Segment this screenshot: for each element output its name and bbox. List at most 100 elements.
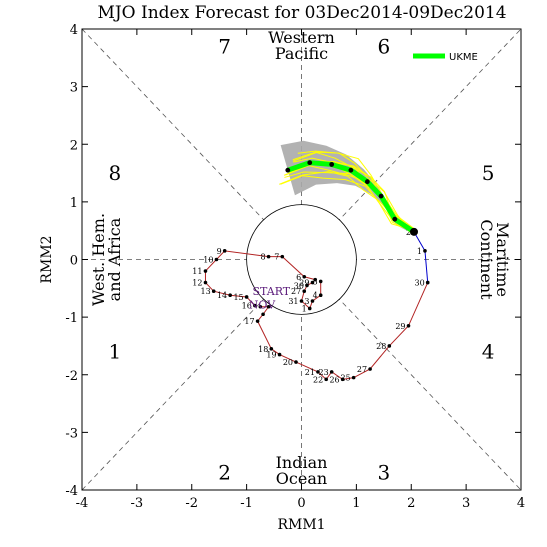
data-point [329, 370, 334, 374]
data-point [261, 312, 265, 317]
data-point [280, 254, 285, 259]
y-axis-label: RMM2 [39, 235, 55, 283]
legend-label-ukme: UKME [449, 52, 478, 63]
region-label-top: Western [268, 28, 335, 47]
day-label: 1 [302, 304, 307, 313]
day-label: 19 [266, 351, 276, 360]
day-label: 22 [313, 375, 323, 384]
data-point [266, 304, 271, 309]
day-label: 27 [291, 287, 301, 296]
day-label: 9 [217, 247, 222, 256]
data-point [378, 193, 384, 199]
ukme-forecast-line [286, 160, 416, 234]
ensemble-member-line [292, 151, 414, 234]
y-tick-label: 2 [70, 138, 78, 153]
data-point [316, 370, 320, 374]
data-point [203, 280, 208, 285]
y-tick-label: -3 [65, 426, 78, 441]
data-point [307, 306, 312, 311]
day-label: 21 [305, 368, 315, 377]
data-point [348, 167, 354, 173]
y-tick-label: -1 [65, 311, 78, 326]
phase-label: 3 [377, 461, 390, 485]
day-label: 20 [283, 358, 293, 367]
x-tick-label: -3 [131, 496, 144, 511]
day-label: 18 [258, 345, 268, 354]
day-label: 23 [318, 368, 328, 377]
phase-label: 7 [218, 34, 231, 58]
day-label: 2 [406, 228, 411, 237]
y-tick-label: 1 [70, 196, 78, 211]
day-label: 12 [192, 279, 202, 288]
data-point [255, 319, 260, 323]
ensemble-member-line [297, 150, 417, 231]
data-point [299, 299, 304, 303]
region-label-left: and Africa [105, 217, 124, 301]
phase-label: 4 [482, 340, 495, 364]
day-label: 25 [340, 374, 350, 383]
y-tick-label: 0 [70, 254, 78, 269]
data-point [307, 160, 313, 166]
day-label: 31 [288, 297, 298, 306]
day-label: 30 [294, 281, 304, 290]
data-point [266, 254, 271, 259]
x-tick-label: -4 [76, 496, 89, 511]
data-point [406, 323, 411, 328]
day-label: 27 [357, 365, 367, 374]
data-point [253, 303, 257, 308]
day-label: 6 [296, 273, 301, 282]
data-point [310, 280, 315, 285]
data-point [392, 216, 398, 222]
x-tick-label: 4 [517, 496, 525, 511]
ensemble-member-line [285, 165, 414, 233]
data-point [228, 293, 232, 298]
x-tick-label: -2 [185, 496, 198, 511]
data-point [313, 277, 318, 282]
y-tick-label: 4 [70, 23, 78, 38]
data-point [423, 249, 427, 253]
data-point [302, 274, 307, 279]
day-label: 3 [304, 297, 309, 306]
observed-line [204, 250, 316, 306]
day-label: 7 [274, 253, 279, 262]
start-label: NOV [249, 298, 276, 311]
y-tick-label: 3 [70, 81, 78, 96]
day-label: 10 [203, 256, 213, 265]
data-point [368, 367, 372, 371]
day-label: 29 [299, 279, 309, 288]
day-label: 28 [376, 342, 386, 351]
data-point [340, 377, 345, 382]
data-point [222, 249, 227, 253]
day-label: 16 [242, 302, 252, 311]
day-label: 8 [260, 253, 265, 262]
chart-title: MJO Index Forecast for 03Dec2014-09Dec20… [97, 3, 506, 23]
x-axis-label: RMM1 [277, 517, 325, 533]
data-point [318, 279, 323, 284]
data-point [318, 293, 323, 298]
day-label: 1 [417, 247, 422, 256]
data-point [203, 269, 208, 273]
data-point [269, 347, 274, 351]
data-point [329, 162, 335, 167]
phase-label: 6 [377, 34, 390, 58]
data-point [258, 304, 263, 309]
region-label-left: West. Hem. [89, 213, 108, 306]
day-label: 13 [201, 287, 211, 296]
phase-label: 2 [218, 461, 231, 485]
phase-label: 1 [109, 340, 122, 364]
data-point [211, 289, 216, 293]
ensemble-member-line [280, 175, 416, 232]
data-point [387, 344, 392, 348]
current-position-marker [409, 227, 418, 236]
data-point [425, 280, 430, 285]
day-label: 29 [395, 322, 405, 331]
region-label-bottom: Indian [276, 453, 328, 472]
x-tick-label: 2 [407, 496, 415, 511]
x-tick-label: -1 [240, 496, 253, 511]
x-tick-label: 1 [352, 496, 360, 511]
day-label: 5 [313, 277, 318, 286]
data-point [285, 167, 291, 173]
x-tick-label: 0 [297, 496, 305, 511]
data-point [364, 179, 370, 185]
